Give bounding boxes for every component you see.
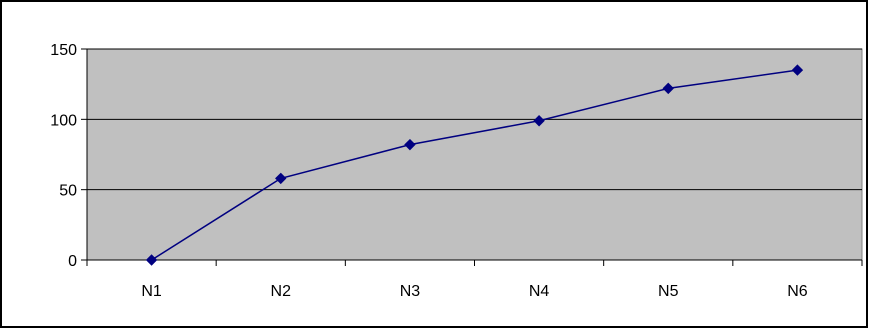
x-tick-label-N4: N4 [529,283,550,300]
data-series [145,64,804,266]
x-tick-label-N2: N2 [271,283,292,300]
data-point-N2-diamond-icon [275,172,287,185]
x-axis-tick-labels: N1 N2 N3 N4 N5 N6 [141,283,807,300]
x-tick-label-N5: N5 [658,283,679,300]
plot-area [86,48,863,261]
series-line-0 [151,69,798,261]
x-tick-label-N6: N6 [787,283,808,300]
x-tick-label-N1: N1 [141,283,162,300]
data-point-N1-diamond-icon [145,254,158,266]
data-point-N3-diamond-icon [404,138,416,151]
axes [81,48,863,266]
x-tick-label-N3: N3 [400,283,421,300]
data-point-N6-diamond-icon [791,64,804,76]
y-tick-label-100: 100 [50,112,77,129]
y-tick-label-0: 0 [68,253,77,270]
y-axis-tick-labels: 0 50 100 150 [50,42,77,270]
gridlines [87,48,862,191]
y-tick-label-150: 150 [50,42,77,59]
data-point-N4-diamond-icon [533,115,545,127]
y-tick-label-50: 50 [59,183,77,200]
data-point-N5-diamond-icon [662,82,674,95]
